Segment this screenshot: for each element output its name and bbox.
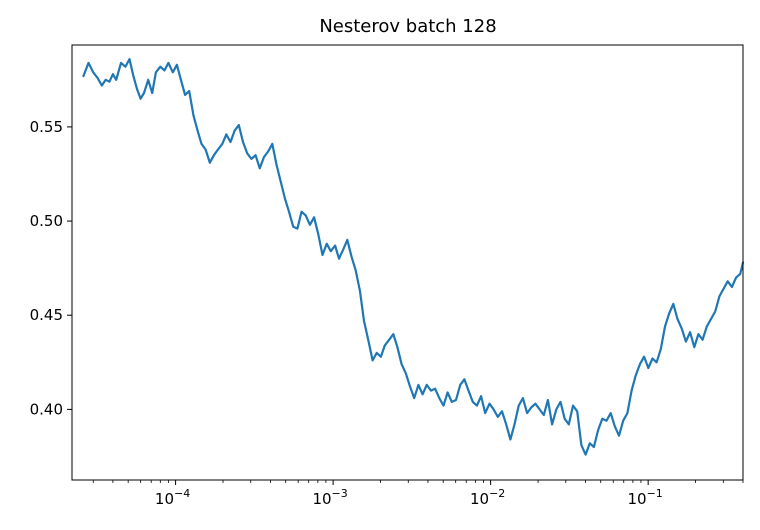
x-tick-label: 10−3 <box>312 487 347 508</box>
x-tick-exponent: −4 <box>174 487 190 500</box>
x-tick-base: 10 <box>312 490 331 508</box>
x-tick-base: 10 <box>470 490 489 508</box>
x-tick-exponent: −1 <box>647 487 663 500</box>
x-tick-label: 10−2 <box>470 487 505 508</box>
y-tick-label: 0.50 <box>30 212 63 230</box>
y-tick-label: 0.45 <box>30 306 63 324</box>
y-tick-label: 0.40 <box>30 400 63 418</box>
chart-title: Nesterov batch 128 <box>319 16 496 37</box>
x-tick-label: 10−1 <box>628 487 663 508</box>
series-line <box>82 57 745 456</box>
x-tick-base: 10 <box>155 490 174 508</box>
x-tick-base: 10 <box>628 490 647 508</box>
y-tick-label: 0.55 <box>30 118 63 136</box>
plot-area <box>82 57 745 456</box>
x-tick-exponent: −3 <box>332 487 348 500</box>
x-tick-label: 10−4 <box>155 487 190 508</box>
axes-frame <box>71 44 744 481</box>
x-tick-exponent: −2 <box>489 487 505 500</box>
